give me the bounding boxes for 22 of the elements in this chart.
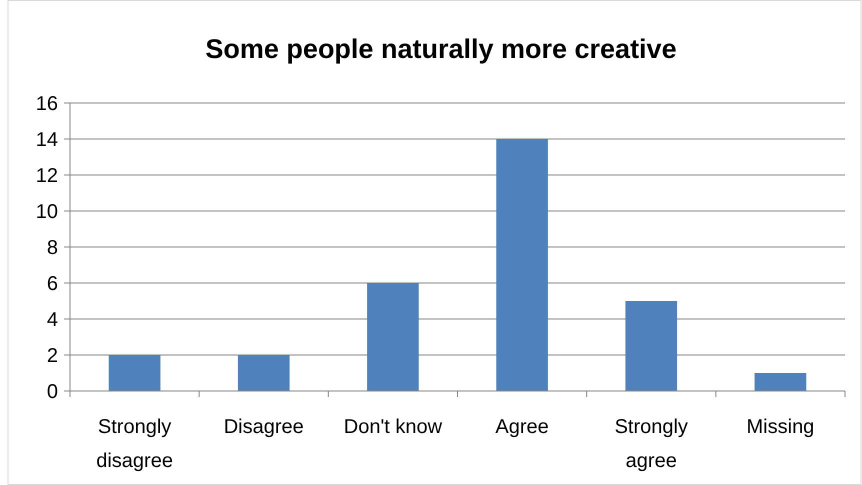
bar (238, 355, 290, 391)
y-tick-label: 8 (46, 237, 58, 259)
bar (108, 355, 160, 391)
y-tick-label: 14 (36, 129, 58, 151)
y-tick-label: 2 (46, 345, 58, 367)
x-tick-label: Strongly disagree (96, 416, 173, 472)
y-tick-label: 0 (46, 381, 58, 403)
y-tick-label: 16 (36, 93, 58, 115)
bar (367, 283, 419, 391)
x-tick-label: Agree (495, 416, 549, 438)
bar (496, 139, 548, 391)
x-tick-label: Disagree (224, 416, 304, 438)
y-tick-label: 10 (36, 201, 58, 223)
x-tick-label: Missing (746, 416, 814, 438)
y-tick-label: 4 (46, 309, 58, 331)
bar (625, 301, 678, 391)
chart-title: Some people naturally more creative (205, 34, 677, 64)
bar (754, 373, 806, 391)
x-tick-label: Strongly agree (614, 416, 688, 472)
y-tick-label: 12 (36, 165, 58, 187)
y-tick-label: 6 (46, 273, 58, 295)
x-tick-label: Don't know (344, 416, 443, 438)
